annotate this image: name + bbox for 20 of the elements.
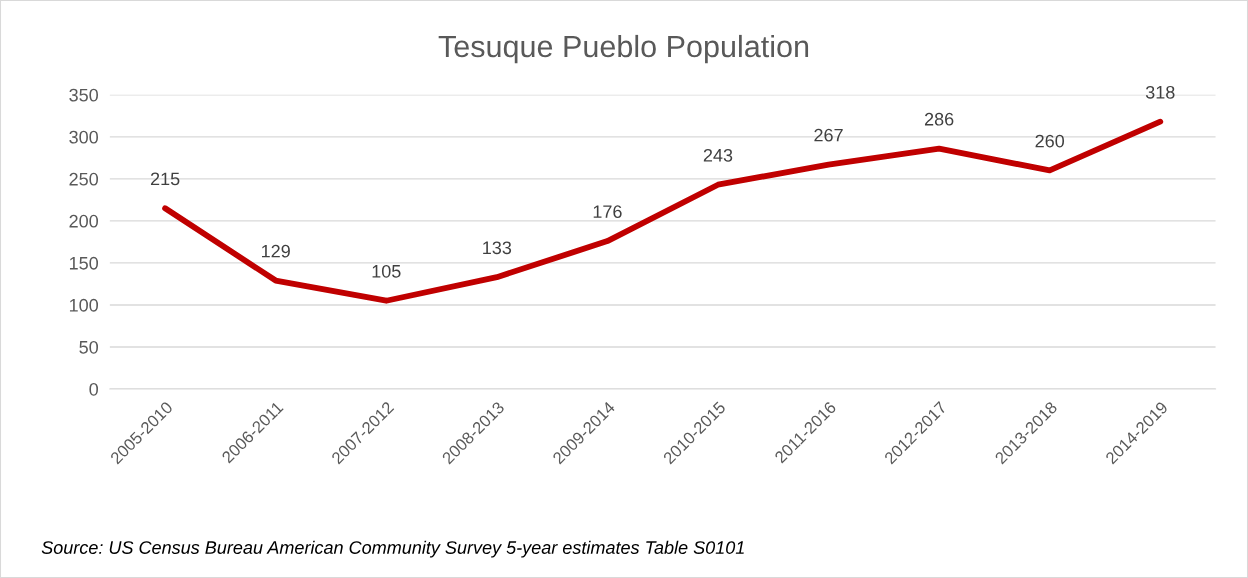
source-note: Source: US Census Bureau American Community Survey 5-year estimates Table S0101: [41, 540, 744, 558]
data-label: 105: [372, 264, 401, 278]
y-tick-label: 350: [69, 88, 99, 102]
y-tick-label: 250: [69, 172, 99, 186]
y-tick-label: 50: [79, 340, 99, 354]
data-label: 129: [262, 244, 290, 258]
data-label: 243: [703, 148, 733, 162]
data-label: 267: [814, 128, 843, 142]
data-label: 318: [1145, 85, 1175, 99]
data-label: 133: [483, 241, 512, 255]
chart-title: Tesuque Pueblo Population: [438, 34, 809, 64]
y-tick-label: 300: [69, 130, 99, 144]
data-label: 260: [1035, 134, 1065, 148]
y-tick-label: 100: [69, 298, 99, 312]
data-label: 176: [593, 205, 622, 219]
y-tick-label: 200: [69, 214, 99, 228]
data-label: 286: [924, 112, 954, 126]
y-tick-label: 150: [69, 256, 99, 270]
data-label: 215: [150, 172, 180, 186]
y-tick-label: 0: [89, 382, 99, 396]
